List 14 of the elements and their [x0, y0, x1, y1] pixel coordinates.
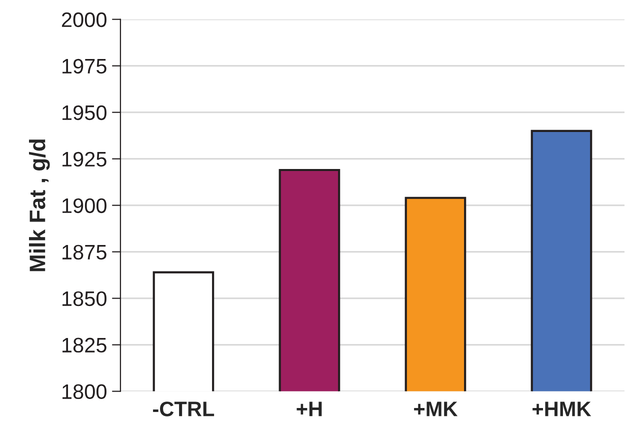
y-tick-label: 1825 [62, 338, 106, 353]
y-tick-label: 2000 [62, 12, 106, 28]
x-tick-label: -CTRL [153, 402, 214, 416]
y-tick-label: 1950 [62, 105, 106, 120]
x-tick-label: +MK [414, 402, 458, 416]
y-axis-title: Milk Fat , g/d [29, 139, 50, 272]
y-tick-label: 1875 [62, 244, 106, 260]
x-tick-label: +HMK [532, 402, 592, 416]
y-tick-label: 1850 [62, 291, 106, 306]
y-tick-label: 1800 [62, 384, 106, 400]
x-tick-label: +H [296, 402, 322, 416]
y-tick-label: 1975 [62, 58, 106, 74]
y-tick-label: 1900 [62, 198, 106, 214]
y-tick-label: 1925 [62, 152, 106, 167]
